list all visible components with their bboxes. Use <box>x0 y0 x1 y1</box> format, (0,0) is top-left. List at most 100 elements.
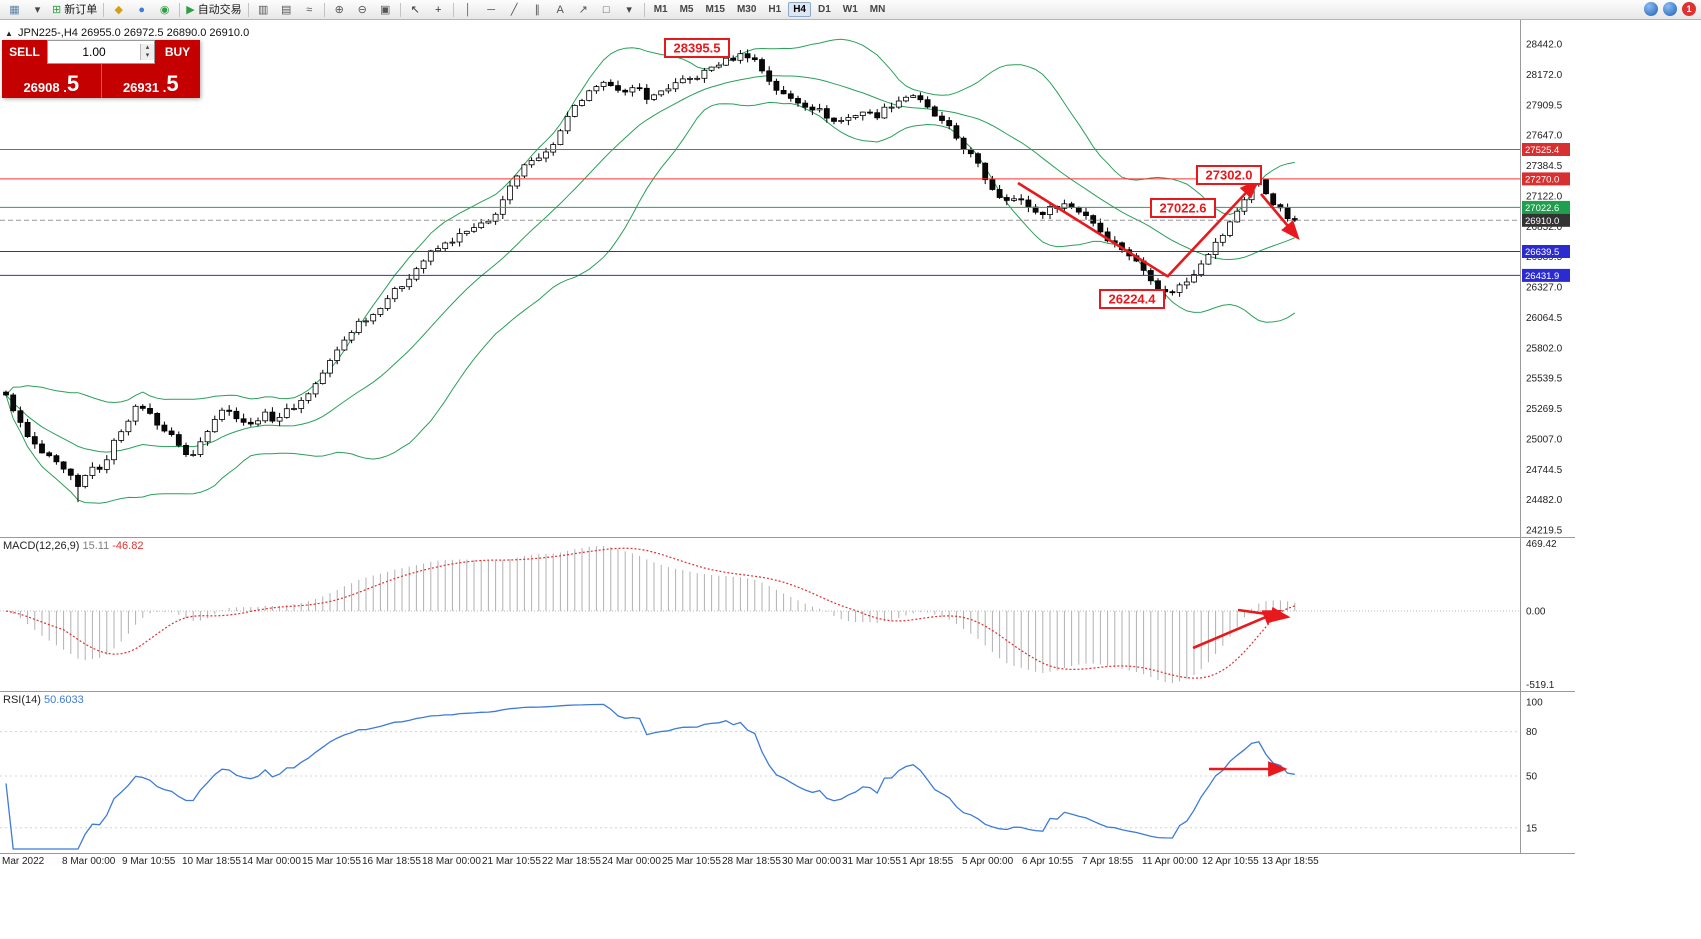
price-tag-label: 26910.0 <box>1525 216 1559 227</box>
volume-value[interactable]: 1.00 <box>82 45 106 59</box>
symbol-triangle-icon: ▲ <box>5 29 13 38</box>
toolbar-separator <box>103 2 105 17</box>
arrow-tool-icon[interactable]: ↗ <box>578 3 588 16</box>
macd-main-value: 15.11 <box>82 540 110 552</box>
price-axis-label: 26064.5 <box>1526 313 1563 324</box>
autotrade-button[interactable]: ▶ 自动交易 <box>186 3 242 16</box>
price-axis-label: 28442.0 <box>1526 40 1563 51</box>
profiles-icon[interactable]: ◆ <box>114 3 123 16</box>
horizontal-line-icon[interactable]: ─ <box>487 3 496 16</box>
data-window-icon[interactable]: ◉ <box>159 3 170 16</box>
timeframe-M15[interactable]: M15 <box>705 4 725 15</box>
trend-arrow[interactable] <box>1017 181 1168 278</box>
volume-field[interactable]: 1.00 ▴ ▾ <box>47 40 155 64</box>
bars-chart-icon[interactable]: ▥ <box>257 3 269 16</box>
sell-price-frac: 5 <box>66 71 80 96</box>
price-axis-label: 25007.0 <box>1526 434 1563 445</box>
sell-price-button[interactable]: 26908 .5 <box>2 64 101 98</box>
trend-arrow[interactable] <box>1260 193 1300 240</box>
toolbar-separator <box>452 2 454 17</box>
time-axis-label: 8 Mar 00:00 <box>62 856 116 867</box>
zoom-in-icon[interactable]: ⊕ <box>334 3 344 16</box>
text-tool-icon[interactable]: A <box>556 3 564 16</box>
price-tag-label: 27525.4 <box>1525 145 1559 156</box>
timeframe-H4[interactable]: H4 <box>788 2 811 17</box>
toolbar-separator <box>643 2 645 17</box>
trendline-icon[interactable]: ╱ <box>510 3 518 16</box>
rsi-axis-label: 100 <box>1526 698 1543 709</box>
price-axis-label: 25269.5 <box>1526 404 1563 415</box>
timeframe-W1[interactable]: W1 <box>842 4 858 15</box>
price-axis-label: 25539.5 <box>1526 374 1563 385</box>
tile-windows-icon[interactable]: ▣ <box>379 3 391 16</box>
rsi-value: 50.6033 <box>43 694 84 706</box>
new-order-button[interactable]: ⊞ 新订单 <box>52 3 98 16</box>
time-axis-label: 28 Mar 18:55 <box>722 856 781 867</box>
bollinger-upper-band <box>5 38 1295 404</box>
price-axis-label: 27122.0 <box>1526 191 1563 202</box>
symbol-timeframe: JPN225-,H4 <box>17 27 78 39</box>
cursor-icon[interactable]: ↖ <box>410 3 420 16</box>
price-axis-label: 27909.5 <box>1526 100 1563 111</box>
time-axis-label: 25 Mar 10:55 <box>662 856 721 867</box>
ohlc-values: 26955.0 26972.5 26890.0 26910.0 <box>80 27 250 39</box>
price-tag <box>1522 213 1570 227</box>
price-annotation-box[interactable] <box>664 38 730 58</box>
price-annotation-box[interactable] <box>1099 289 1165 309</box>
candles-chart-icon[interactable]: ▤ <box>280 3 292 16</box>
buy-button[interactable]: BUY <box>155 40 200 64</box>
timeframe-MN[interactable]: MN <box>869 4 886 15</box>
vertical-line-icon[interactable]: │ <box>464 3 472 16</box>
toolbar-separator <box>323 2 325 17</box>
price-axis-label: 27384.5 <box>1526 161 1563 172</box>
price-annotation-text: 26224.4 <box>1109 292 1157 307</box>
timeframe-M1[interactable]: M1 <box>653 4 668 15</box>
timeframe-D1[interactable]: D1 <box>818 4 831 15</box>
shapes-icon[interactable]: □ <box>602 3 610 16</box>
timeframe-M30[interactable]: M30 <box>736 4 757 15</box>
market-watch-icon[interactable]: ● <box>138 3 146 16</box>
zoom-out-icon[interactable]: ⊖ <box>357 3 367 16</box>
time-axis-label: 24 Mar 00:00 <box>602 856 661 867</box>
price-annotation-box[interactable] <box>1150 198 1216 218</box>
notification-badge[interactable]: 1 <box>1682 2 1696 16</box>
time-axis-label: 12 Apr 10:55 <box>1202 856 1259 867</box>
price-annotation-box[interactable] <box>1196 165 1262 185</box>
price-tag <box>1522 245 1570 258</box>
time-axis-label: 14 Mar 00:00 <box>242 856 301 867</box>
price-tag-label: 26639.5 <box>1525 247 1559 258</box>
price-axis-label: 26327.0 <box>1526 283 1563 294</box>
trend-arrow[interactable] <box>1166 179 1259 278</box>
shapes-caret[interactable]: ▾ <box>626 3 632 16</box>
volume-down-button[interactable]: ▾ <box>141 52 154 60</box>
new-chart-icon[interactable]: ▦ <box>9 3 20 16</box>
macd-axis-label: 0.00 <box>1526 607 1546 618</box>
channel-icon[interactable]: ∥ <box>534 3 540 16</box>
rsi-axis-label: 50 <box>1526 772 1538 783</box>
line-chart-icon[interactable]: ≈ <box>306 3 313 16</box>
price-axis-label: 26852.0 <box>1526 222 1563 233</box>
macd-name: MACD(12,26,9) <box>3 540 80 552</box>
new-chart-caret[interactable]: ▾ <box>34 3 41 16</box>
timeframe-H1[interactable]: H1 <box>768 4 782 15</box>
bollinger-middle-band <box>5 75 1295 453</box>
price-tag-label: 27270.0 <box>1525 174 1559 185</box>
candlesticks <box>3 49 1298 503</box>
timeframe-M5[interactable]: M5 <box>679 4 694 15</box>
community-icon[interactable] <box>1644 2 1658 16</box>
bollinger-lower-band <box>5 101 1296 504</box>
volume-up-button[interactable]: ▴ <box>141 44 154 52</box>
volume-spinner: ▴ ▾ <box>140 44 154 60</box>
price-axis-label: 27647.0 <box>1526 131 1563 142</box>
time-axis-label: 30 Mar 00:00 <box>782 856 841 867</box>
crosshair-icon[interactable]: + <box>434 3 442 16</box>
buy-price-button[interactable]: 26931 .5 <box>100 64 200 98</box>
toolbar-separator <box>399 2 401 17</box>
time-axis-label: 1 Apr 18:55 <box>902 856 954 867</box>
trend-arrow[interactable] <box>1237 606 1291 623</box>
trend-arrow[interactable] <box>1192 609 1283 650</box>
sell-button[interactable]: SELL <box>2 40 47 64</box>
support-icon[interactable] <box>1663 2 1677 16</box>
